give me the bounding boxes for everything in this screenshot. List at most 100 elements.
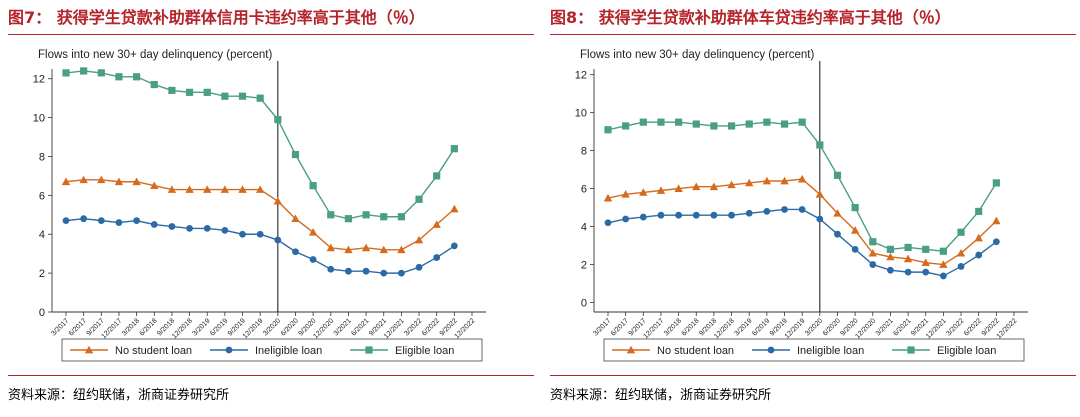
data-point: [939, 260, 948, 268]
data-point: [80, 67, 88, 75]
data-point: [380, 213, 388, 221]
data-point: [433, 172, 441, 180]
data-point: [255, 185, 265, 193]
data-point: [903, 254, 913, 263]
data-point: [309, 182, 317, 190]
x-tick-label: 6/2017: [610, 317, 630, 337]
data-point: [62, 217, 70, 225]
figure-title: 图8： 获得学生贷款补助群体车贷违约率高于其他（％）: [550, 8, 951, 27]
data-point: [362, 211, 370, 219]
y-tick-label: 12: [575, 70, 587, 82]
data-point: [728, 211, 735, 219]
series-ineligible-loan: [62, 215, 458, 277]
x-tick-label: 3/2017: [50, 317, 70, 337]
data-point: [62, 69, 70, 77]
data-point: [992, 179, 1000, 187]
y-tick-label: 6: [39, 190, 45, 202]
x-tick-label: 6/2022: [421, 317, 441, 337]
x-tick-label: 3/2020: [262, 317, 282, 337]
series-line: [65, 70, 455, 220]
data-point: [886, 245, 895, 253]
y-tick-label: 10: [575, 108, 587, 120]
data-point: [291, 150, 300, 159]
legend-label: Ineligible loan: [255, 345, 322, 357]
legend-swatch-marker: [767, 346, 775, 354]
data-point: [675, 211, 683, 219]
data-point: [922, 245, 930, 253]
data-point: [921, 258, 930, 267]
chart-title: Flows into new 30+ day delinquency (perc…: [38, 49, 272, 61]
legend-item: Eligible loan: [892, 345, 996, 357]
data-point: [622, 122, 630, 130]
x-tick-label: 3/2021: [875, 317, 895, 337]
series-eligible-loan: [604, 118, 1000, 255]
data-point: [61, 177, 71, 186]
data-point: [851, 203, 859, 212]
chart-title: Flows into new 30+ day delinquency (perc…: [580, 49, 814, 61]
title-rule: [8, 34, 534, 35]
data-point: [274, 115, 282, 124]
data-point: [603, 193, 613, 202]
data-point: [957, 228, 965, 236]
data-point: [203, 88, 211, 96]
y-tick-label: 8: [581, 146, 587, 158]
data-point: [345, 267, 352, 275]
legend-label: No student loan: [657, 345, 734, 357]
data-point: [763, 118, 771, 126]
data-point: [150, 181, 159, 189]
legend-item: Ineligible loan: [752, 345, 864, 357]
data-point: [238, 185, 247, 193]
data-point: [886, 252, 895, 261]
y-tick-label: 2: [39, 268, 45, 280]
data-point: [869, 261, 877, 268]
figure-7-panel: 图7： 获得学生贷款补助群体信用卡违约率高于其他（％） Flows into n…: [8, 0, 534, 417]
data-point: [709, 182, 719, 191]
data-point: [798, 206, 806, 213]
data-point: [274, 236, 282, 244]
data-point: [308, 228, 318, 236]
data-point: [975, 251, 983, 259]
data-point: [450, 204, 459, 213]
data-point: [816, 141, 824, 149]
data-point: [221, 92, 229, 100]
data-point: [433, 254, 441, 261]
data-point: [798, 118, 806, 126]
legend-swatch-marker: [84, 345, 94, 354]
series-line: [607, 208, 997, 277]
data-point: [362, 267, 370, 275]
y-tick-label: 2: [581, 260, 587, 272]
y-tick-label: 4: [581, 222, 587, 234]
data-point: [203, 185, 212, 193]
data-point: [922, 268, 930, 276]
data-point: [745, 178, 754, 187]
data-point: [397, 269, 405, 277]
legend-label: No student loan: [115, 345, 192, 357]
data-point: [397, 245, 406, 254]
data-point: [657, 211, 665, 219]
y-tick-label: 12: [33, 74, 45, 86]
data-point: [168, 86, 176, 94]
series-ineligible-loan: [604, 206, 1000, 280]
data-point: [656, 186, 666, 194]
data-point: [816, 215, 824, 223]
data-point: [833, 171, 842, 179]
data-point: [344, 215, 353, 223]
data-point: [797, 174, 807, 183]
data-point: [622, 215, 630, 223]
y-tick-label: 0: [39, 307, 45, 319]
data-point: [361, 243, 371, 252]
data-point: [167, 185, 177, 193]
source-rule: [8, 375, 534, 376]
data-point: [992, 238, 1000, 246]
data-point: [710, 122, 718, 130]
data-point: [904, 268, 912, 276]
data-point: [692, 211, 700, 219]
data-point: [450, 242, 458, 250]
legend-label: Eligible loan: [937, 345, 996, 357]
data-point: [781, 206, 788, 213]
y-tick-label: 8: [39, 151, 45, 163]
data-point: [115, 219, 123, 226]
data-point: [727, 122, 736, 130]
series-no-student-loan: [61, 175, 459, 254]
x-tick-label: 3/2019: [734, 317, 754, 337]
